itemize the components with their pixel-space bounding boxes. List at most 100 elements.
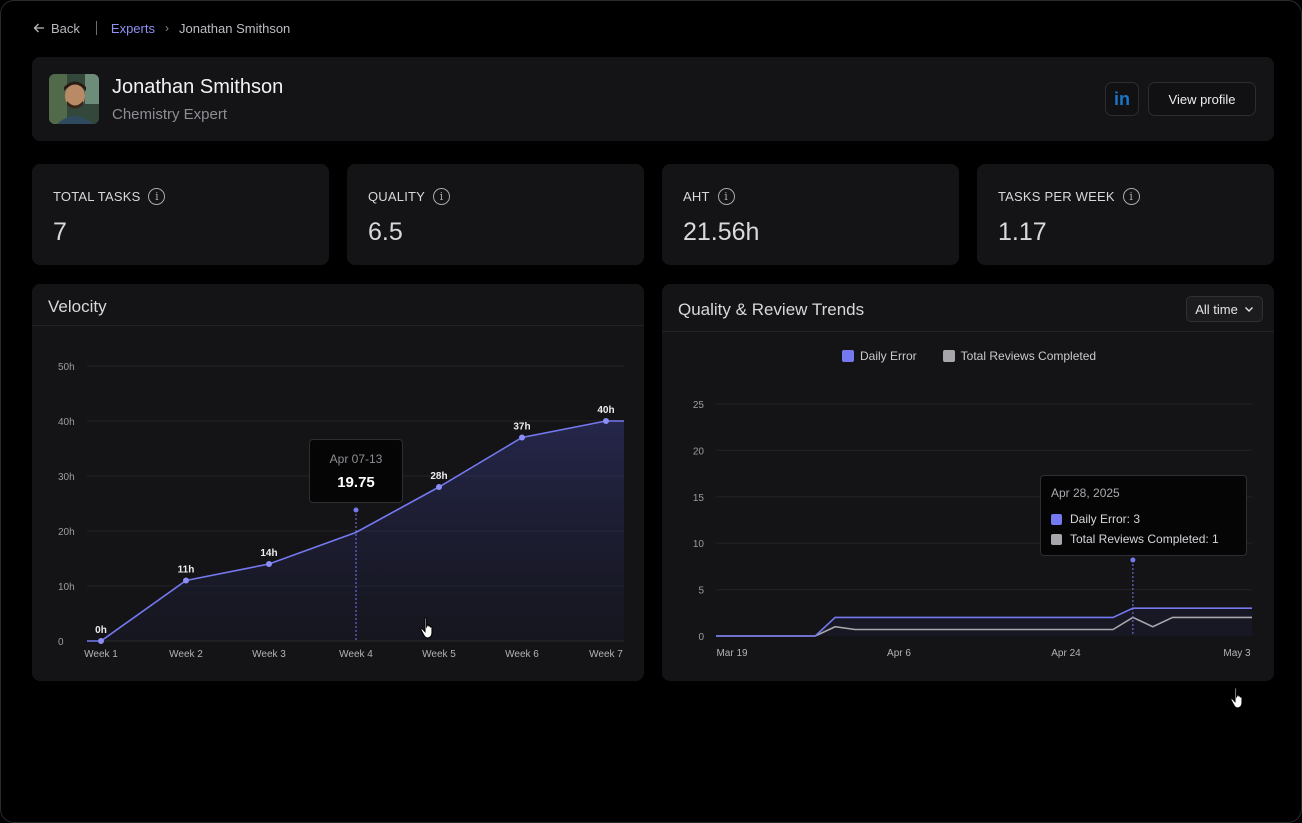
info-icon[interactable]: i [1122, 188, 1140, 205]
data-label: 11h [178, 565, 195, 576]
back-label: Back [51, 20, 80, 36]
trends-title: Quality & Review Trends [678, 300, 865, 319]
tooltip-row-reviews: Total Reviews Completed: 1 [1051, 532, 1219, 546]
x-tick-label: Apr 6 [887, 648, 911, 659]
arrow-left-icon [33, 23, 44, 33]
x-tick-label: Apr 24 [1051, 648, 1081, 659]
back-button[interactable]: Back [33, 21, 80, 36]
profile-role: Chemistry Expert [112, 106, 228, 123]
velocity-area [101, 421, 624, 641]
data-label: 40h [597, 405, 614, 416]
x-tick-label: Week 7 [589, 649, 623, 660]
velocity-title: Velocity [48, 297, 107, 316]
profile-card: Jonathan Smithson Chemistry Expert in Vi… [32, 57, 1274, 141]
legend-label: Total Reviews Completed [960, 349, 1097, 363]
breadcrumb: Back Experts › Jonathan Smithson [33, 19, 290, 37]
y-tick-label: 20 [693, 446, 705, 457]
hover-dot [353, 507, 359, 513]
breadcrumb-current: Jonathan Smithson [178, 20, 291, 36]
data-label: 0h [95, 625, 107, 636]
linkedin-button[interactable]: in [1105, 82, 1139, 116]
y-tick-label: 5 [698, 586, 704, 597]
legend-label: Daily Error [860, 349, 917, 363]
data-point [436, 484, 442, 490]
chevron-right-icon: › [164, 21, 169, 35]
stat-value: 6.5 [368, 218, 403, 246]
stat-card-total-tasks: TOTAL TASKS i 7 [32, 164, 329, 265]
info-icon[interactable]: i [148, 188, 166, 205]
hand-cursor-icon [1230, 687, 1243, 709]
data-point [98, 638, 104, 644]
velocity-chart[interactable]: 0 10h 20h 30h 40h 50h 0h Week 1 11h Week 2 14h Week… [32, 284, 644, 681]
y-tick-label: 0 [58, 637, 64, 648]
x-tick-label: Week 5 [422, 649, 456, 660]
trends-card: Quality & Review Trends All time Daily E… [662, 284, 1274, 681]
velocity-header: Velocity [32, 284, 644, 326]
chart-legend: Daily Error Total Reviews Completed [842, 349, 1096, 363]
x-tick-label: May 3 [1223, 648, 1251, 659]
trends-header: Quality & Review Trends All time [662, 284, 1274, 332]
hand-cursor-icon [420, 617, 433, 639]
time-range-dropdown[interactable]: All time [1186, 296, 1263, 322]
x-tick-label: Mar 19 [716, 648, 748, 659]
data-point [603, 418, 609, 424]
velocity-tooltip: Apr 07-13 19.75 [309, 439, 403, 503]
data-point [266, 561, 272, 567]
legend-total-reviews[interactable]: Total Reviews Completed [942, 349, 1097, 363]
data-label: 37h [513, 422, 530, 433]
x-tick-label: Week 1 [84, 649, 118, 660]
x-tick-label: Week 4 [339, 649, 373, 660]
trends-tooltip: Apr 28, 2025 Daily Error: 3 Total Review… [1040, 475, 1247, 556]
tooltip-date: Apr 07-13 [329, 452, 383, 466]
tooltip-text: Daily Error: 3 [1070, 512, 1141, 526]
data-label: 28h [430, 471, 447, 482]
tooltip-swatch [1051, 533, 1062, 545]
y-tick-label: 0 [698, 632, 704, 643]
avatar [49, 74, 99, 124]
y-tick-label: 40h [58, 417, 75, 428]
profile-name: Jonathan Smithson [112, 76, 284, 98]
stat-card-tasks-per-week: TASKS PER WEEK i 1.17 [977, 164, 1274, 265]
x-tick-label: Week 3 [252, 649, 286, 660]
y-tick-label: 50h [58, 362, 75, 373]
data-point [183, 577, 189, 584]
legend-daily-error[interactable]: Daily Error [842, 349, 917, 363]
stat-label: QUALITY [368, 189, 426, 204]
tooltip-row-daily-error: Daily Error: 3 [1051, 512, 1140, 526]
stat-card-aht: AHT i 21.56h [662, 164, 959, 265]
info-icon[interactable]: i [717, 188, 735, 205]
time-range-value: All time [1195, 301, 1238, 317]
chevron-down-icon [1244, 307, 1253, 312]
tooltip-swatch [1051, 513, 1062, 525]
stat-value: 7 [53, 218, 67, 246]
x-tick-label: Week 2 [169, 649, 203, 660]
breadcrumb-experts-link[interactable]: Experts [110, 20, 155, 36]
y-tick-label: 10 [693, 539, 705, 550]
tooltip-value: 19.75 [337, 474, 375, 491]
tooltip-text: Total Reviews Completed: 1 [1070, 532, 1219, 546]
stat-value: 1.17 [998, 218, 1047, 246]
breadcrumb-divider [95, 21, 97, 35]
tooltip-date: Apr 28, 2025 [1051, 486, 1120, 500]
info-icon[interactable]: i [433, 188, 451, 205]
legend-swatch [942, 350, 955, 362]
linkedin-icon: in [1114, 88, 1130, 109]
view-profile-button[interactable]: View profile [1148, 82, 1256, 116]
series-line [716, 607, 1252, 637]
velocity-card: Velocity 0 10h 20h 30h 40h 50h 0h Week 1 11h Week… [32, 284, 644, 681]
daily-error-area [716, 608, 1252, 636]
y-tick-label: 20h [58, 527, 75, 538]
y-tick-label: 25 [693, 400, 705, 411]
hover-dot [1130, 557, 1136, 563]
y-tick-label: 15 [693, 493, 705, 504]
y-tick-label: 10h [58, 582, 75, 593]
trends-chart[interactable]: 0 5 10 15 20 25 Mar 19 Apr 6 Apr 24 May 3 [662, 284, 1274, 681]
stat-label: TASKS PER WEEK [998, 189, 1115, 204]
stat-label: TOTAL TASKS [53, 189, 141, 204]
stat-label: AHT [683, 189, 710, 204]
y-tick-label: 30h [58, 472, 75, 483]
legend-swatch [842, 350, 854, 362]
stat-value: 21.56h [683, 218, 760, 246]
velocity-line [87, 420, 624, 642]
